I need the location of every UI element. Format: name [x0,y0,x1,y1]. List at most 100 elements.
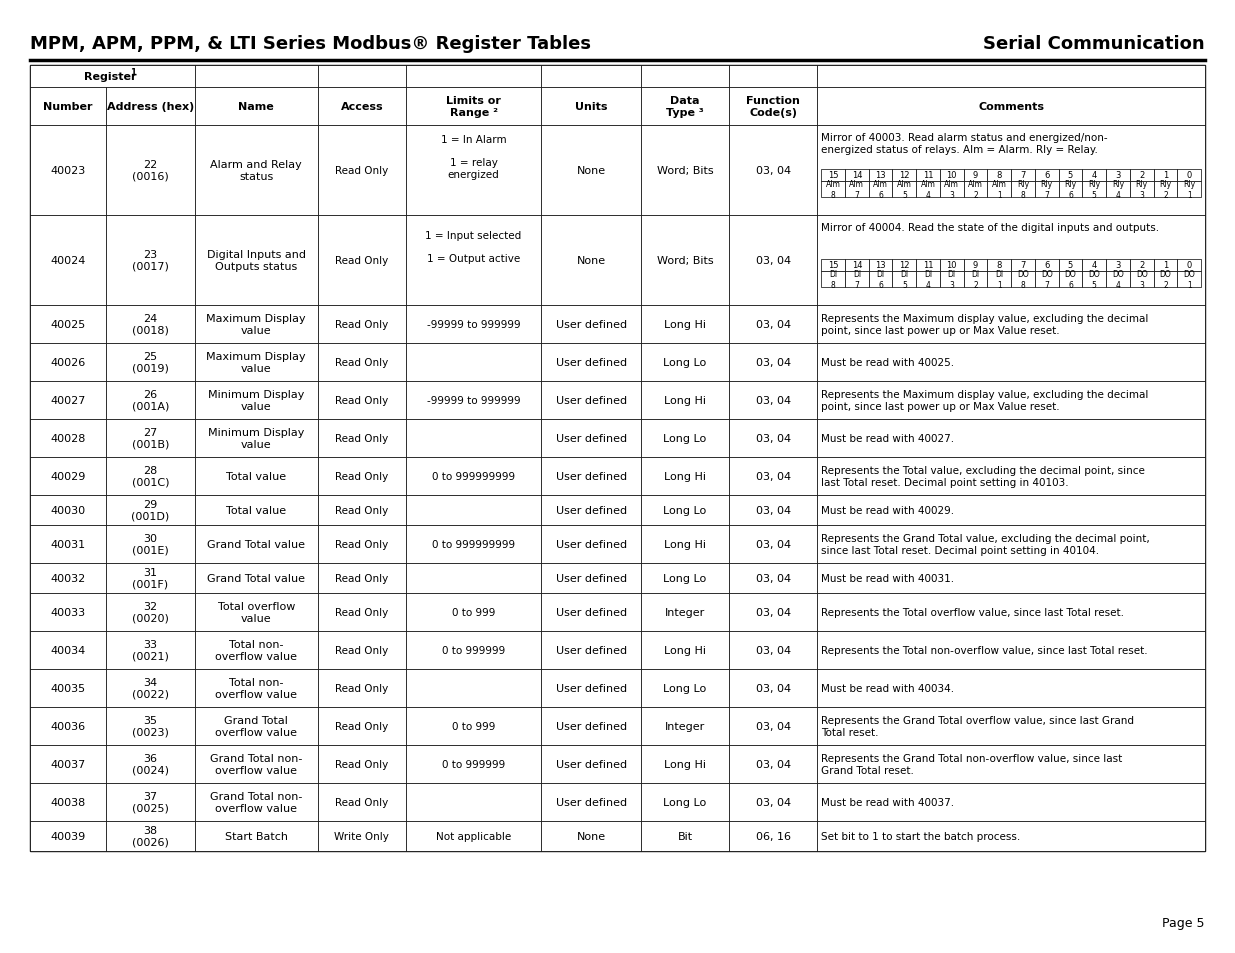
Bar [893,170,916,182]
Bar [818,525,1205,563]
Bar [406,783,541,821]
Text: 3: 3 [1115,172,1120,180]
Text: Rly
2: Rly 2 [1160,180,1172,199]
Text: Grand Total value: Grand Total value [207,574,305,583]
Bar [106,563,194,594]
Text: 40023: 40023 [51,166,85,175]
Bar [541,496,641,525]
Text: Bit: Bit [678,831,693,841]
Text: DI
7: DI 7 [853,270,861,290]
Text: 36
(0024): 36 (0024) [132,754,169,775]
Text: 0 to 999: 0 to 999 [452,721,495,731]
Text: 40025: 40025 [51,319,85,330]
Bar [1177,182,1200,198]
Text: 2: 2 [1139,172,1145,180]
Text: 1: 1 [1163,172,1168,180]
Text: 35
(0023): 35 (0023) [132,716,169,737]
Text: DO
8: DO 8 [1018,270,1029,290]
Text: Must be read with 40029.: Must be read with 40029. [821,505,955,516]
Bar [641,525,729,563]
Text: User defined: User defined [556,760,626,769]
Bar [821,260,845,272]
Text: Read Only: Read Only [336,683,389,693]
Text: 5: 5 [1068,261,1073,271]
Bar [729,215,818,306]
Text: User defined: User defined [556,645,626,656]
Bar [845,260,868,272]
Bar [729,457,818,496]
Bar [317,707,406,745]
Text: 40024: 40024 [51,255,86,266]
Text: 24
(0018): 24 (0018) [132,314,169,335]
Text: Rly
6: Rly 6 [1065,180,1077,199]
Text: 34
(0022): 34 (0022) [132,678,169,700]
Text: Total non-
overflow value: Total non- overflow value [215,678,298,700]
Text: 03, 04: 03, 04 [756,683,790,693]
Bar [106,457,194,496]
Text: 40033: 40033 [51,607,85,618]
Text: Read Only: Read Only [336,760,389,769]
Bar [1011,170,1035,182]
Bar [818,631,1205,669]
Bar [541,563,641,594]
Text: 0: 0 [1187,261,1192,271]
Bar [1035,182,1058,198]
Text: 40036: 40036 [51,721,85,731]
Bar [1035,170,1058,182]
Bar [106,126,194,215]
Bar [317,419,406,457]
Bar [818,821,1205,851]
Bar [541,419,641,457]
Text: 0 to 999999999: 0 to 999999999 [432,539,515,550]
Bar [818,344,1205,381]
Text: 40032: 40032 [51,574,85,583]
Text: Integer: Integer [664,721,705,731]
Text: 14: 14 [852,261,862,271]
Bar [641,88,729,126]
Text: Grand Total
overflow value: Grand Total overflow value [215,716,298,737]
Bar [317,821,406,851]
Bar [106,215,194,306]
Bar [641,381,729,419]
Text: Write Only: Write Only [335,831,389,841]
Text: User defined: User defined [556,472,626,481]
Text: 32
(0020): 32 (0020) [132,601,169,623]
Bar [821,182,845,198]
Text: Comments: Comments [978,102,1044,112]
Bar [818,306,1205,344]
Text: Read Only: Read Only [336,607,389,618]
Bar [845,170,868,182]
Text: 12: 12 [899,172,909,180]
Bar [406,66,541,88]
Text: Name: Name [238,102,274,112]
Bar [541,821,641,851]
Text: Long Lo: Long Lo [663,797,706,807]
Text: User defined: User defined [556,539,626,550]
Bar [916,260,940,272]
Text: Word; Bits: Word; Bits [657,166,714,175]
Bar [30,88,106,126]
Text: 03, 04: 03, 04 [756,574,790,583]
Bar [729,525,818,563]
Bar [818,419,1205,457]
Text: Alm
3: Alm 3 [945,180,960,199]
Bar [541,306,641,344]
Text: 38
(0026): 38 (0026) [132,825,169,847]
Bar [406,88,541,126]
Bar [106,525,194,563]
Bar [1130,182,1153,198]
Text: DO
3: DO 3 [1136,270,1147,290]
Bar [106,496,194,525]
Bar [729,563,818,594]
Text: Represents the Grand Total non-overflow value, since last
Grand Total reset.: Represents the Grand Total non-overflow … [821,754,1123,775]
Text: 40035: 40035 [51,683,85,693]
Bar [641,457,729,496]
Bar [30,821,106,851]
Text: Represents the Total non-overflow value, since last Total reset.: Represents the Total non-overflow value,… [821,645,1147,656]
Text: Long Hi: Long Hi [664,645,706,656]
Bar [641,306,729,344]
Bar [194,707,317,745]
Text: Integer: Integer [664,607,705,618]
Bar [1035,272,1058,288]
Text: Start Batch: Start Batch [225,831,288,841]
